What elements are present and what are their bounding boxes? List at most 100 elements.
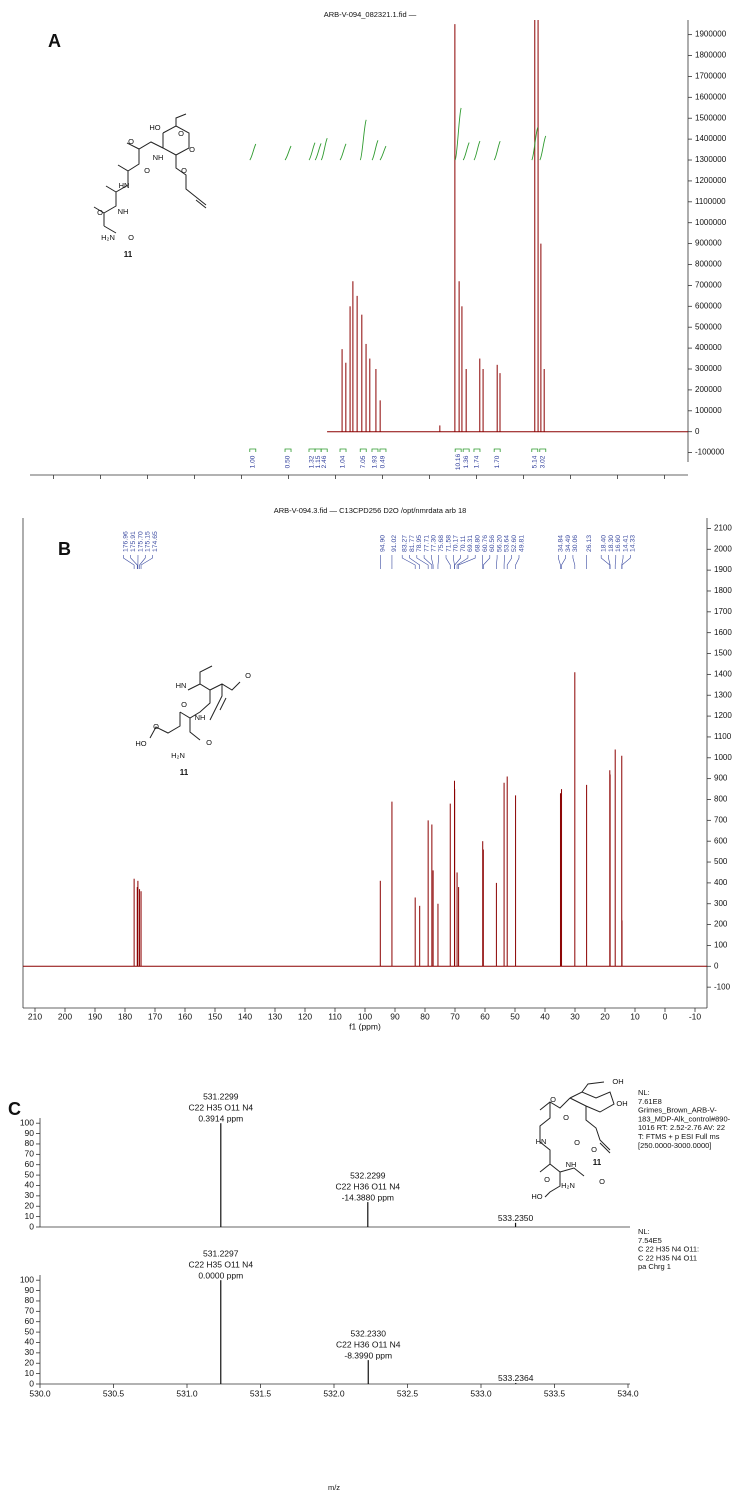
structure-b-skeleton xyxy=(149,665,241,741)
info-line: 7.61E8 xyxy=(638,1097,662,1106)
info-line: Grimes_Brown_ARB-V- xyxy=(638,1106,717,1115)
info-line: 7.54E5 xyxy=(638,1236,662,1245)
y-tick-label: 1000 xyxy=(714,753,732,762)
integral-bracket xyxy=(314,448,322,452)
integral-label: 1.32 xyxy=(309,455,316,468)
peak-label: 60.56 xyxy=(489,535,496,552)
y-tick-label: 900000 xyxy=(695,239,722,248)
x-tick-label: 210 xyxy=(28,1011,42,1021)
integral-curve xyxy=(284,145,292,161)
y-tick-label: 80 xyxy=(25,1138,35,1148)
y-tick-label: 80 xyxy=(25,1295,35,1305)
y-tick-label: 70 xyxy=(25,1149,35,1159)
integral-label: 10.16 xyxy=(455,453,462,470)
integral-label: 3.02 xyxy=(539,455,546,468)
info-line: 1016 RT: 2.52-2.76 AV: 22 xyxy=(638,1123,725,1132)
structure-a-skeleton xyxy=(93,113,207,234)
peak-label: 77.30 xyxy=(431,535,438,552)
integral-bracket xyxy=(284,448,292,452)
structure-c-skeleton xyxy=(539,1081,615,1198)
peak-label: 52.60 xyxy=(511,535,518,552)
peak-label: 14.41 xyxy=(622,535,629,552)
peak-label: 175.91 xyxy=(130,531,137,552)
atom-label: O xyxy=(97,208,103,217)
y-tick-label: -100000 xyxy=(695,448,725,457)
y-tick-label: 20 xyxy=(25,1357,35,1367)
peak-annotation: 533.2350 xyxy=(498,1213,534,1223)
compound-label: 11 xyxy=(180,768,189,777)
peak-leader xyxy=(416,555,429,569)
peak-leader xyxy=(608,555,611,569)
peak-leader xyxy=(409,555,420,569)
peak-leader xyxy=(454,555,461,569)
y-tick-label: 50 xyxy=(25,1169,35,1179)
x-axis-label: f1 (ppm) xyxy=(349,1021,381,1031)
peak-label: 14.33 xyxy=(630,535,637,552)
y-tick-label: 200000 xyxy=(695,385,722,394)
peak-label: 60.76 xyxy=(482,535,489,552)
y-tick-label: 1900 xyxy=(714,565,732,574)
x-tick-label: 40 xyxy=(540,1011,550,1021)
peak-label: 70.11 xyxy=(460,535,467,552)
atom-label: OH xyxy=(612,1077,623,1086)
atom-label: O xyxy=(550,1095,556,1104)
x-tick-label: 534.0 xyxy=(617,1388,639,1398)
peak-label: 34.49 xyxy=(565,535,572,552)
integral-label: 2.46 xyxy=(321,455,328,468)
y-tick-label: 30 xyxy=(25,1347,35,1357)
peak-label: 16.60 xyxy=(615,535,622,552)
integral-label: 7.05 xyxy=(360,455,367,468)
atom-label: O xyxy=(563,1113,569,1122)
peak-annotation: 533.2364 xyxy=(498,1373,534,1383)
integral-bracket xyxy=(308,448,316,452)
x-tick-label: 532.0 xyxy=(323,1388,345,1398)
peak-label: 30.06 xyxy=(572,535,579,552)
integral-bracket xyxy=(339,448,347,452)
info-line: pa Chrg 1 xyxy=(638,1262,671,1271)
atom-label: H₂N xyxy=(171,751,185,760)
atom-label: HN xyxy=(176,681,187,690)
integral-curve xyxy=(473,140,481,161)
x-tick-label: 533.5 xyxy=(544,1388,566,1398)
y-tick-label: 1400 xyxy=(714,669,732,678)
peak-annotation: C22 H36 O11 N4 xyxy=(336,1181,401,1191)
panel-letter: C xyxy=(8,1099,21,1119)
y-tick-label: 60 xyxy=(25,1316,35,1326)
y-tick-label: 2000 xyxy=(714,544,732,553)
integral-bracket xyxy=(473,448,481,452)
y-tick-label: 1300000 xyxy=(695,155,727,164)
x-tick-label: 530.5 xyxy=(103,1388,125,1398)
integral-curve xyxy=(314,143,322,161)
y-tick-label: 1100 xyxy=(714,732,732,741)
y-tick-label: 500000 xyxy=(695,322,722,331)
info-line: C 22 H35 N4 O11: xyxy=(638,1245,699,1254)
y-tick-label: 600000 xyxy=(695,301,722,310)
atom-label: O xyxy=(144,166,150,175)
atom-label: O xyxy=(189,145,195,154)
y-tick-label: 600 xyxy=(714,836,728,845)
atom-label: NH xyxy=(566,1160,577,1169)
y-tick-label: 400 xyxy=(714,878,728,887)
y-tick-label: 700 xyxy=(714,815,728,824)
x-tick-label: 100 xyxy=(358,1011,372,1021)
peak-label: 81.77 xyxy=(409,535,416,552)
y-tick-label: 60 xyxy=(25,1159,35,1169)
y-tick-label: 0 xyxy=(29,1221,34,1231)
info-line: [250.0000-3000.0000] xyxy=(638,1141,711,1150)
peak-leader xyxy=(458,555,476,569)
y-tick-label: 1800000 xyxy=(695,51,727,60)
y-tick-label: 1100000 xyxy=(695,197,726,206)
y-tick-label: 1700000 xyxy=(695,72,727,81)
x-tick-label: 130 xyxy=(268,1011,282,1021)
y-tick-label: 300 xyxy=(714,899,728,908)
peak-annotation: 0.3914 ppm xyxy=(198,1113,243,1123)
panel-letter: A xyxy=(48,31,61,51)
atom-label: HO xyxy=(135,739,146,748)
compound-label: 11 xyxy=(593,1158,602,1167)
peak-annotation: 532.2299 xyxy=(350,1170,386,1180)
integral-curve xyxy=(371,140,379,161)
y-tick-label: 1500000 xyxy=(695,113,727,122)
atom-label: NH xyxy=(195,713,206,722)
integral-label: 0.49 xyxy=(380,455,387,468)
